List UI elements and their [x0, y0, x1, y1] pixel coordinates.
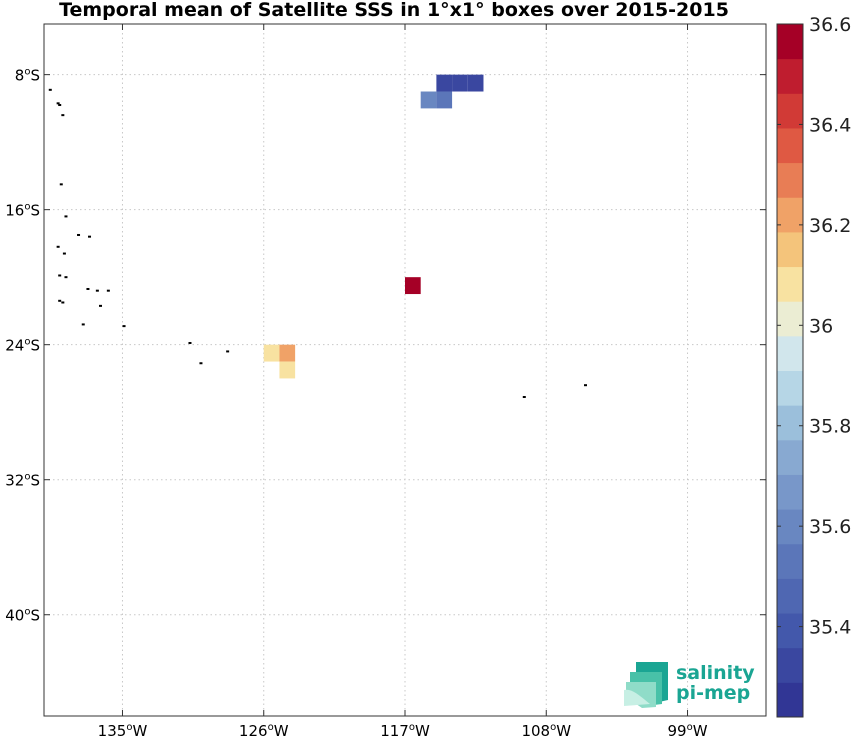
land-speck-12 — [86, 287, 90, 290]
sss-cells — [263, 74, 484, 379]
colorbar-tick-label-0: 36.6 — [809, 14, 851, 36]
colorbar-tick-label-5: 35.6 — [809, 516, 851, 538]
chart-title: Temporal mean of Satellite SSS in 1°x1° … — [59, 0, 729, 21]
colorbar-segment-1 — [777, 647, 803, 683]
sss-cell-4 — [436, 91, 453, 109]
land-speck-2 — [58, 104, 62, 107]
sss-cell-0 — [436, 74, 453, 92]
land-speck-17 — [99, 304, 103, 307]
land-speck-21 — [226, 350, 230, 353]
x-tick-label-3: 108oW — [521, 722, 571, 740]
sss-cell-8 — [279, 361, 296, 379]
logo-text-salinity: salinity — [676, 662, 755, 684]
land-speck-24 — [584, 384, 587, 387]
land-speck-15 — [58, 299, 62, 302]
axis-ticks: 135oW 126oW 117oW 108oW 99oW 8oS 16oS 24oS 32oS 4… — [5, 24, 766, 740]
land-speck-7 — [88, 235, 92, 238]
land-speck-18 — [81, 323, 85, 326]
land-speck-10 — [58, 274, 62, 277]
colorbar-tick-label-1: 36.4 — [809, 114, 851, 136]
colorbar-segment-0 — [777, 682, 803, 718]
land-speck-23 — [522, 396, 526, 399]
y-tick-label-2: 24oS — [5, 337, 40, 355]
wave-icon — [624, 662, 668, 708]
colorbar-segment-11 — [777, 301, 803, 337]
colorbar-tick-label-3: 36 — [809, 315, 833, 337]
sss-cell-1 — [452, 74, 468, 92]
logo-text-pi-mep: pi-mep — [676, 682, 750, 704]
colorbar-segment-17 — [777, 93, 803, 129]
sss-cell-7 — [279, 344, 296, 362]
x-tick-label-0: 135oW — [98, 722, 148, 740]
colorbar-segment-19 — [777, 24, 803, 60]
colorbar-tick-label-2: 36.2 — [809, 215, 851, 237]
land-speck-22 — [199, 362, 203, 365]
land-speck-13 — [95, 289, 99, 292]
colorbar-tick-label-4: 35.8 — [809, 416, 851, 438]
colorbar-tick-label-6: 35.4 — [809, 617, 851, 639]
y-tick-label-4: 40oS — [5, 607, 40, 625]
colorbar-segment-5 — [777, 509, 803, 545]
land-speck-16 — [61, 301, 65, 304]
colorbar-segment-4 — [777, 543, 803, 579]
land-speck-20 — [188, 341, 192, 344]
y-tick-label-0: 8oS — [15, 67, 40, 85]
land-speck-8 — [56, 245, 60, 248]
y-tick-label-3: 32oS — [5, 472, 40, 490]
colorbar-segment-6 — [777, 474, 803, 510]
x-tick-label-1: 126oW — [239, 722, 289, 740]
sss-cell-3 — [420, 91, 437, 109]
land-speck-14 — [106, 289, 110, 292]
colorbar-segment-14 — [777, 197, 803, 233]
land-islands — [48, 88, 587, 399]
colorbar-frame — [776, 23, 804, 718]
land-speck-9 — [62, 252, 66, 255]
colorbar-segment-9 — [777, 370, 803, 406]
colorbar-segment-12 — [777, 266, 803, 302]
land-speck-3 — [61, 114, 65, 117]
colorbar-segment-10 — [777, 335, 803, 371]
land-speck-1 — [56, 102, 60, 105]
salinity-pi-mep-logo: salinity pi-mep — [624, 662, 755, 708]
colorbar: 36.6 36.4 36.2 36 35.8 35.6 35.4 — [776, 14, 851, 718]
colorbar-segment-18 — [777, 58, 803, 94]
sss-cell-2 — [467, 74, 484, 92]
y-tick-label-1: 16oS — [5, 202, 40, 220]
colorbar-segment-8 — [777, 405, 803, 441]
colorbar-segment-3 — [777, 578, 803, 614]
land-speck-4 — [59, 183, 63, 186]
sss-cell-5 — [405, 277, 421, 295]
land-speck-11 — [64, 276, 68, 279]
gridlines — [44, 24, 766, 716]
colorbar-segment-7 — [777, 439, 803, 475]
colorbar-segment-15 — [777, 162, 803, 198]
land-speck-19 — [122, 325, 126, 328]
colorbar-segment-2 — [777, 613, 803, 649]
colorbar-segment-13 — [777, 231, 803, 268]
land-speck-5 — [64, 215, 68, 218]
x-tick-label-4: 99oW — [667, 722, 707, 740]
land-speck-6 — [77, 233, 81, 236]
x-tick-label-2: 117oW — [380, 722, 430, 740]
land-speck-0 — [48, 88, 52, 91]
colorbar-segment-16 — [777, 127, 803, 164]
sss-cell-6 — [263, 344, 280, 362]
